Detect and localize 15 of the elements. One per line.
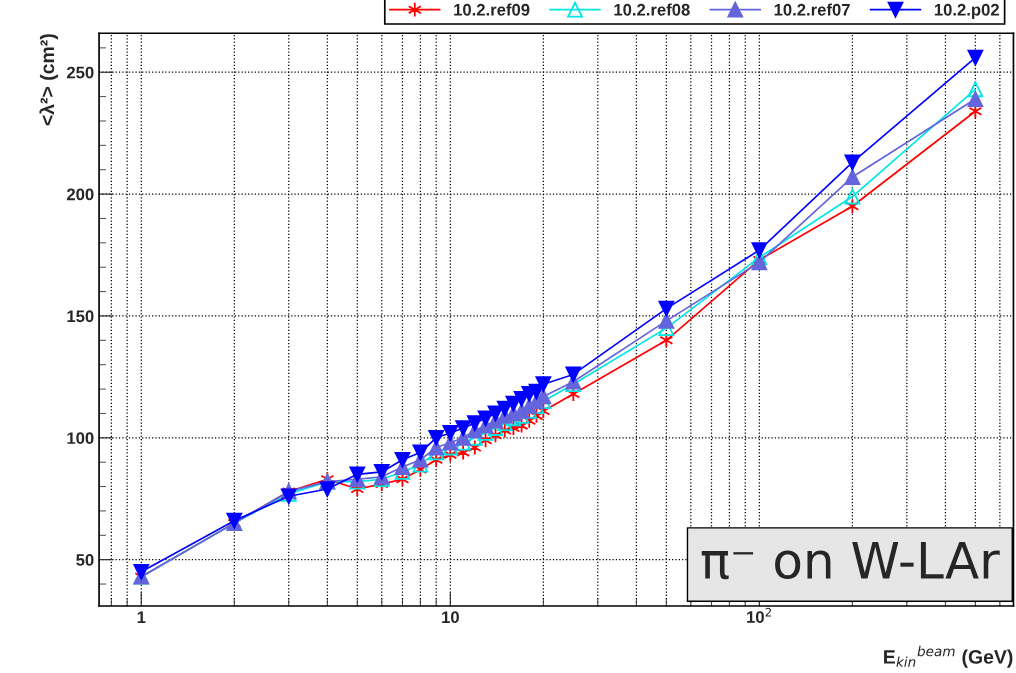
x-tick-label: 1 xyxy=(137,611,146,623)
x-tick-label: 10$^{2}$ xyxy=(747,607,771,623)
legend-label: 10.2.ref07 xyxy=(774,3,850,16)
y-tick-label: 50 xyxy=(76,554,94,566)
y-tick-label: 250 xyxy=(66,66,94,79)
y-axis-title: <λ²> (cm²) xyxy=(39,34,59,126)
legend-label: 10.2.p02 xyxy=(934,3,999,19)
x-tick-label: 10 xyxy=(442,611,459,624)
y-tick-label: 100 xyxy=(67,432,94,445)
x-axis-title: E$_{kin}$$^{beam}$ (GeV) xyxy=(884,645,1013,668)
legend-label: 10.2.ref09 xyxy=(454,3,530,16)
annotation: π⁻ on W-LAr xyxy=(701,541,1000,580)
legend-label: 10.2.ref08 xyxy=(614,3,690,16)
y-tick-label: 150 xyxy=(67,310,94,323)
y-tick-label: 200 xyxy=(66,188,94,201)
